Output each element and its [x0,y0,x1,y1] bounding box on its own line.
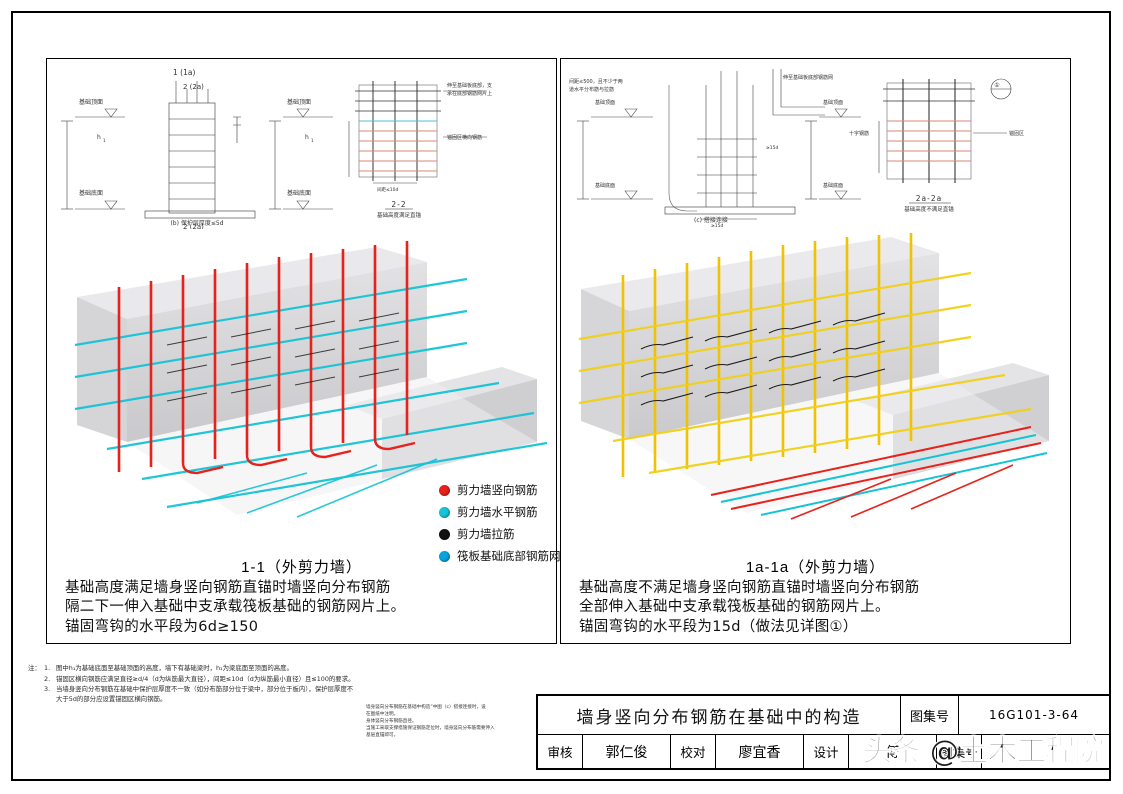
svg-text:基础底面: 基础底面 [595,182,615,189]
right-detail-svg: 间距≤500，且不少于两 道水平分布筋与拉筋 基础顶面 基础底面 基础顶面 基础… [569,69,1024,229]
legend-label: 剪力墙拉筋 [457,527,515,541]
left-caption-title: 1-1（外剪力墙） [241,558,362,576]
svg-text:伸至基础板底部，支: 伸至基础板底部，支 [447,82,492,89]
svg-text:基础顶面: 基础顶面 [595,99,615,106]
legend-label: 筏板基础底部钢筋网 [457,549,561,563]
left-detail-caption: (b) 保护层厚度≤5d [170,219,223,227]
left-caption-body: 基础高度满足墙身竖向钢筋直锚时墙竖向分布钢筋 隔二下一伸入基础中支承载筏板基础的… [65,579,406,635]
svg-text:≥15d: ≥15d [711,223,723,229]
panel-right: 间距≤500，且不少于两 道水平分布筋与拉筋 基础顶面 基础底面 基础顶面 基础… [560,58,1071,644]
left-detail-drawings: 1 (1a) 2 (2a) 2 (2a) 基础顶面 基础底面 基础顶面 基础底面… [47,59,556,229]
section-marker-1: 1 (1a) [173,68,195,77]
right-caption-area: 1a-1a（外剪力墙） 基础高度不满足墙身竖向钢筋直锚时墙竖向分布钢筋 全部伸入… [561,558,1070,638]
legend-label: 剪力墙水平钢筋 [457,505,538,519]
design-name: 傅 [849,735,937,768]
note-text: 锚固区横向钢筋应满足直径≥d/4（d为纵筋最大直径），间距≤10d（d为纵筋最小… [56,674,355,683]
svg-text:道水平分布筋与拉筋: 道水平分布筋与拉筋 [569,86,614,93]
side-note-line: 墙身竖向分布钢筋在基础中构造”中图（c）搭接连接时，设 [366,705,486,710]
title-block-row-bottom: 审核 郭仁俊 校对 廖宜香 设计 傅 图集号 [538,735,1109,768]
svg-text:基础顶面: 基础顶面 [79,98,103,106]
svg-text:基础顶面: 基础顶面 [287,98,311,106]
check-name: 廖宜香 [716,735,804,768]
svg-text:间距≤10d: 间距≤10d [377,186,398,193]
svg-text:1: 1 [103,138,106,143]
svg-text:间距≤500，且不少于两: 间距≤500，且不少于两 [569,78,623,85]
note-item: 3. 当墙身竖向分布钢筋在基础中保护层厚度不一致（如分布筋部分位于梁中，部分位于… [44,685,358,704]
note-item: 1. 图中h₁为基础底面至基础顶面的高度，墙下有基础梁时，h₁为梁底面至顶面的高… [44,664,358,674]
sheet-title: 墙身竖向分布钢筋在基础中的构造 [538,696,901,734]
left-iso-illustration [47,227,556,527]
right-detail-drawings: 间距≤500，且不少于两 道水平分布筋与拉筋 基础顶面 基础底面 基础顶面 基础… [561,59,1070,229]
left-caption-area: 1-1（外剪力墙） 基础高度满足墙身竖向钢筋直锚时墙竖向分布钢筋 隔二下一伸入基… [47,558,556,638]
right-caption-title: 1a-1a（外剪力墙） [745,558,886,576]
notes-block: 注： 1. 图中h₁为基础底面至基础顶面的高度，墙下有基础梁时，h₁为梁底面至顶… [28,664,358,705]
atlas-label: 图集号 [901,696,959,734]
title-block-row-top: 墙身竖向分布钢筋在基础中的构造 图集号 16G101-3-64 [538,696,1109,735]
right-detail2-subtitle: 基础高度不满足直锚 [904,205,954,213]
detail2-title: 2-2 [391,200,406,209]
title-block: 墙身竖向分布钢筋在基础中的构造 图集号 16G101-3-64 审核 郭仁俊 校… [536,694,1111,770]
svg-text:基础底面: 基础底面 [823,182,843,189]
svg-text:h: h [97,134,101,141]
svg-text:锚固区: 锚固区 [1009,130,1024,137]
page-label: 图集号 [937,735,982,768]
right-detail-caption-visible: (c) 搭接连接 [694,216,728,224]
legend-color-swatch [439,484,450,496]
detail2-subtitle: 基础高度满足直锚 [377,211,422,219]
sheet-border [11,11,1111,781]
left-detail-svg: 1 (1a) 2 (2a) 2 (2a) 基础顶面 基础底面 基础顶面 基础底面… [61,68,492,229]
svg-text:基础底面: 基础底面 [287,189,311,197]
svg-text:锚固区横向钢筋: 锚固区横向钢筋 [447,134,482,141]
note-item: 2. 锚固区横向钢筋应满足直径≥d/4（d为纵筋最大直径），间距≤10d（d为纵… [44,675,358,685]
legend-item: 剪力墙拉筋 [439,527,561,541]
svg-text:承在底部钢筋网片上: 承在底部钢筋网片上 [447,90,492,97]
note-text: 图中h₁为基础底面至基础顶面的高度，墙下有基础梁时，h₁为梁底面至顶面的高度。 [56,664,293,672]
note-index: 3. [44,685,51,694]
svg-text:伸至基础板底部钢筋网: 伸至基础板底部钢筋网 [783,74,833,81]
atlas-number: 16G101-3-64 [988,708,1080,722]
svg-text:1: 1 [311,138,314,143]
right-iso-illustration [561,227,1070,527]
notes-head: 注： [28,664,41,672]
panel-left: 1 (1a) 2 (2a) 2 (2a) 基础顶面 基础底面 基础顶面 基础底面… [46,58,561,644]
note-index: 2. [44,674,51,683]
legend-left: 剪力墙竖向钢筋 剪力墙水平钢筋 剪力墙拉筋 筏板基础底部钢筋网 [439,483,561,571]
check-label: 校对 [671,735,716,768]
legend-item: 剪力墙水平钢筋 [439,505,561,519]
side-note-line: 在图纸中注明。 [366,712,399,717]
side-note-line: 身体竖向分布钢筋直径。 [366,719,417,724]
svg-text:十字钢筋: 十字钢筋 [849,130,869,137]
section-marker-2: 2 (2a) [183,83,204,91]
side-note-block: 墙身竖向分布钢筋在基础中构造”中图（c）搭接连接时，设 在图纸中注明。 身体竖向… [366,704,526,739]
right-detail2-title: 2a-2a [916,194,942,203]
watermark: 头条 @土木工程院 [861,734,1104,770]
legend-color-swatch [439,550,450,562]
svg-text:基础顶面: 基础顶面 [823,99,843,106]
legend-color-swatch [439,528,450,540]
legend-item: 筏板基础底部钢筋网 [439,549,561,563]
side-note-line: 基层直锚即可。 [366,733,399,738]
svg-text:h: h [305,134,309,141]
legend-item: 剪力墙竖向钢筋 [439,483,561,497]
section-marker-2b: 2 (2a) [183,223,204,229]
right-caption-body: 基础高度不满足墙身竖向钢筋直锚时墙竖向分布钢筋 全部伸入基础中支承载筏板基础的钢… [579,579,920,635]
svg-text:≥15d: ≥15d [766,145,778,151]
svg-text:基础底面: 基础底面 [79,189,103,197]
design-label: 设计 [804,735,849,768]
note-index: 1. [44,664,51,672]
side-note-line: 当施工采取支撑措施保证钢筋定位时，墙身竖向分布筋需要伸入 [366,726,495,731]
legend-color-swatch [439,506,450,518]
legend-label: 剪力墙竖向钢筋 [457,483,538,497]
review-label: 审核 [538,735,583,768]
svg-text:①: ① [994,82,999,89]
note-text: 当墙身竖向分布钢筋在基础中保护层厚度不一致（如分布筋部分位于梁中，部分位于板内）… [56,685,354,703]
review-name: 郭仁俊 [583,735,671,768]
